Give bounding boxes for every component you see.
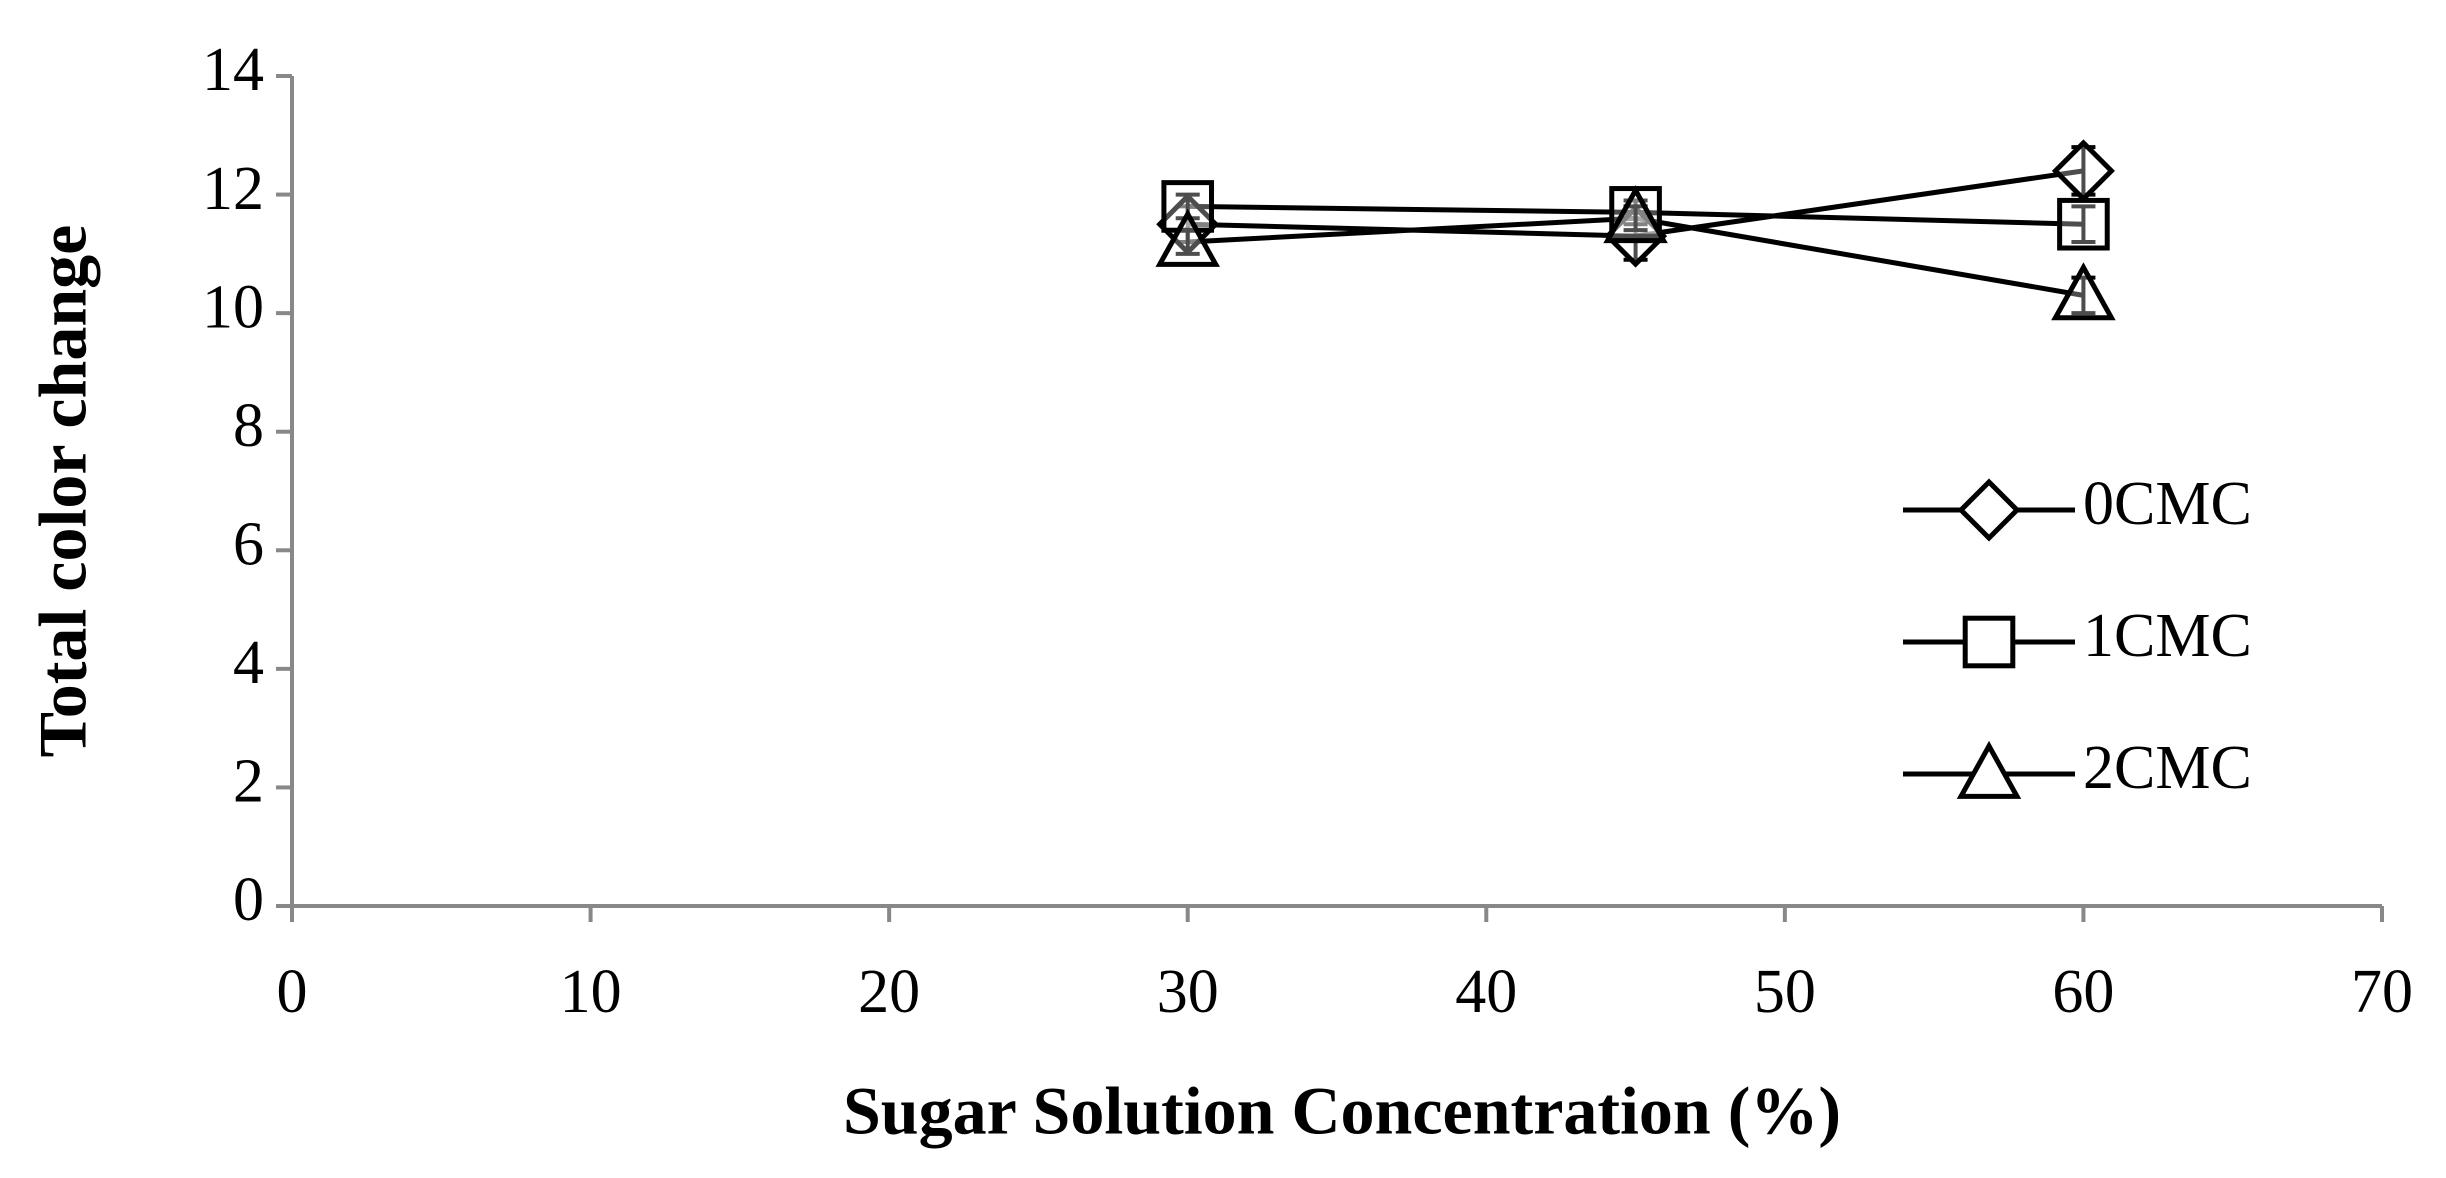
x-tick-label: 0 xyxy=(277,958,308,1026)
marker xyxy=(2057,197,2110,251)
y-tick-label: 4 xyxy=(233,629,264,697)
x-tick-label: 20 xyxy=(858,958,920,1026)
y-tick-label: 14 xyxy=(202,36,264,104)
legend-marker xyxy=(1962,615,2016,669)
y-tick-label: 12 xyxy=(202,155,264,223)
x-tick-label: 70 xyxy=(2351,958,2413,1026)
legend-label: 0CMC xyxy=(2083,470,2252,538)
x-tick-label: 30 xyxy=(1157,958,1219,1026)
marker xyxy=(2051,262,2116,321)
x-tick-label: 10 xyxy=(560,958,622,1026)
marker xyxy=(1155,208,1220,267)
legend-label: 1CMC xyxy=(2083,602,2252,670)
marker xyxy=(1603,185,1668,244)
error-bar xyxy=(2071,204,2096,244)
y-tick-label: 2 xyxy=(233,748,264,816)
legend-marker xyxy=(1957,478,2021,542)
x-tick-label: 50 xyxy=(1754,958,1816,1026)
y-tick-label: 6 xyxy=(233,511,264,579)
legend-label: 2CMC xyxy=(2083,734,2252,802)
legend-marker xyxy=(1956,740,2022,799)
y-axis-title: Total color change xyxy=(25,225,101,758)
x-tick-label: 40 xyxy=(1455,958,1517,1026)
error-bar xyxy=(2071,145,2096,197)
y-tick-label: 8 xyxy=(233,392,264,460)
x-tick-label: 60 xyxy=(2052,958,2114,1026)
y-tick-label: 0 xyxy=(233,866,264,934)
y-tick-label: 10 xyxy=(202,273,264,341)
x-axis-title: Sugar Solution Concentration (%) xyxy=(843,1073,1841,1149)
